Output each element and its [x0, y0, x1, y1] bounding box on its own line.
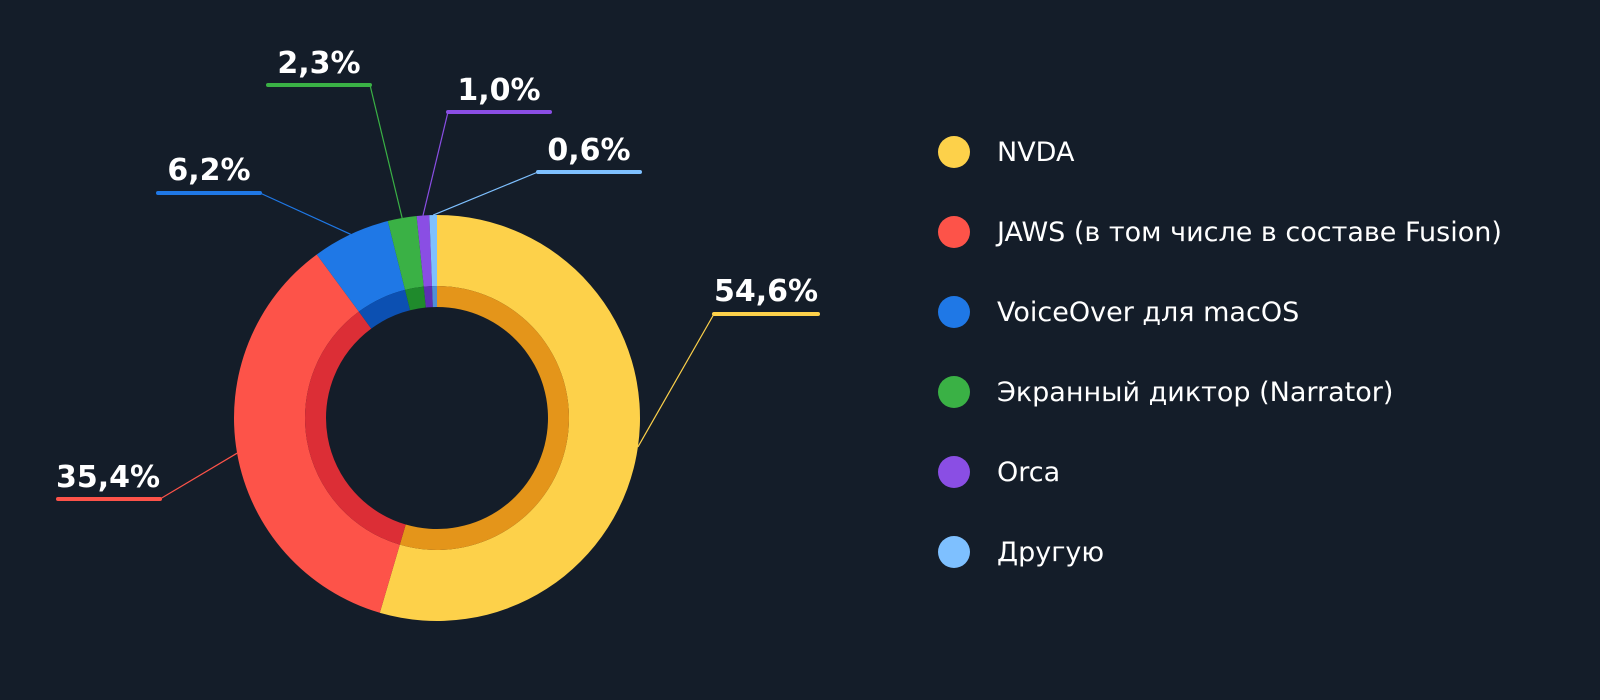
legend-item-jaws: JAWS (в том числе в составе Fusion) — [938, 192, 1502, 272]
legend-item-narrator: Экранный диктор (Narrator) — [938, 352, 1502, 432]
legend-dot-other — [938, 536, 970, 568]
leader-line-other — [432, 171, 539, 216]
legend-label-voiceover: VoiceOver для macOS — [997, 296, 1300, 328]
legend-item-nvda: NVDA — [938, 112, 1502, 192]
legend-dot-narrator — [938, 376, 970, 408]
legend-label-narrator: Экранный диктор (Narrator) — [997, 376, 1394, 408]
leader-line-narrator — [369, 84, 403, 219]
value-label-voiceover: 6,2% — [167, 153, 250, 188]
leader-line-nvda — [637, 313, 715, 448]
value-labels: 54,6% 35,4% 6,2% 2,3% 1,0%0,6% — [56, 46, 818, 495]
leader-line-voiceover — [259, 192, 351, 235]
slice-nvda — [379, 215, 640, 621]
legend-label-nvda: NVDA — [997, 136, 1075, 168]
slice-other — [429, 215, 437, 287]
legend-dot-nvda — [938, 136, 970, 168]
value-label-other: 0,6% — [547, 133, 630, 168]
legend-dot-jaws — [938, 216, 970, 248]
slice-narrator — [387, 216, 424, 290]
slice-inner-orca — [423, 286, 433, 308]
leader-line-orca — [422, 111, 449, 216]
legend-item-other: Другую — [938, 512, 1502, 592]
slice-inner-nvda — [399, 286, 570, 551]
value-label-narrator: 2,3% — [277, 46, 360, 81]
legend-item-voiceover: VoiceOver для macOS — [938, 272, 1502, 352]
legend-label-other: Другую — [997, 536, 1105, 568]
slice-inner-voiceover — [358, 289, 411, 329]
legend-label-jaws: JAWS (в том числе в составе Fusion) — [997, 216, 1502, 248]
value-label-orca: 1,0% — [457, 73, 540, 108]
chart-legend: NVDA JAWS (в том числе в составе Fusion)… — [938, 112, 1502, 592]
legend-label-orca: Orca — [997, 456, 1061, 488]
slice-jaws — [233, 254, 400, 613]
slice-inner-other — [432, 286, 437, 308]
label-leader-lines — [56, 83, 820, 501]
value-label-jaws: 35,4% — [56, 460, 160, 495]
slice-inner-narrator — [405, 286, 426, 311]
leader-line-jaws — [159, 452, 238, 500]
value-label-nvda: 54,6% — [714, 274, 818, 309]
donut-slices — [233, 215, 640, 621]
slice-voiceover — [316, 221, 406, 312]
legend-dot-voiceover — [938, 296, 970, 328]
slice-inner-jaws — [305, 311, 406, 545]
slice-orca — [416, 215, 433, 287]
legend-dot-orca — [938, 456, 970, 488]
legend-item-orca: Orca — [938, 432, 1502, 512]
